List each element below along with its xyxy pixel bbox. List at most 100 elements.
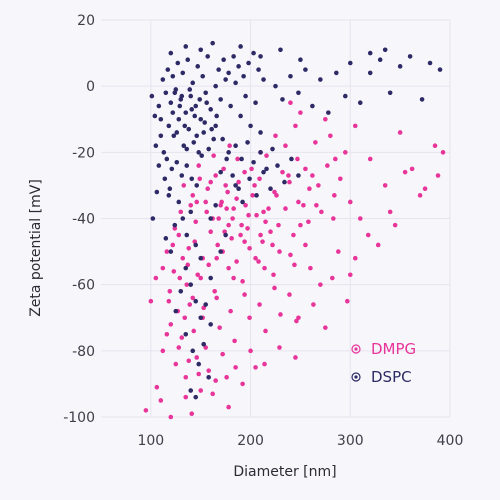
legend-marker-ring xyxy=(351,372,361,382)
data-point xyxy=(308,265,313,271)
data-point xyxy=(257,176,262,182)
data-point xyxy=(301,202,306,208)
data-point xyxy=(180,216,186,221)
data-point xyxy=(236,186,241,192)
data-point xyxy=(263,219,268,225)
data-point xyxy=(209,126,214,132)
data-point xyxy=(206,262,211,268)
data-point xyxy=(248,123,253,129)
data-point xyxy=(417,193,423,198)
data-point xyxy=(242,169,247,175)
data-point xyxy=(206,368,211,373)
data-point xyxy=(245,140,250,145)
data-point xyxy=(258,54,263,59)
data-point xyxy=(288,73,293,79)
data-point xyxy=(196,150,202,155)
data-point xyxy=(205,186,210,192)
data-point xyxy=(432,143,438,149)
data-point xyxy=(262,361,267,367)
data-point xyxy=(352,123,358,129)
legend-label: DSPC xyxy=(371,368,412,386)
data-point xyxy=(172,90,178,96)
data-point xyxy=(240,279,245,284)
data-point xyxy=(264,166,269,172)
data-point xyxy=(178,288,184,294)
data-point xyxy=(156,163,162,168)
data-point xyxy=(220,351,225,357)
data-point xyxy=(228,308,233,314)
data-point xyxy=(205,54,210,59)
data-point xyxy=(197,176,203,182)
data-point xyxy=(186,126,192,132)
data-point xyxy=(208,229,213,235)
data-point xyxy=(275,163,280,168)
data-point xyxy=(218,169,223,175)
data-point xyxy=(180,255,186,261)
data-point xyxy=(226,222,231,228)
legend-marker-dot xyxy=(354,347,358,351)
data-point xyxy=(249,166,254,172)
data-point xyxy=(177,275,183,281)
data-point xyxy=(293,355,298,360)
legend-marker-ring xyxy=(351,344,361,354)
data-point xyxy=(167,186,173,192)
data-point xyxy=(234,259,239,264)
data-point xyxy=(179,335,185,340)
data-point xyxy=(171,269,177,274)
data-point xyxy=(161,150,167,155)
data-point xyxy=(229,236,234,241)
data-point xyxy=(409,166,415,172)
data-point xyxy=(201,130,207,135)
data-point xyxy=(397,64,403,69)
data-point xyxy=(193,219,199,225)
data-point xyxy=(203,345,208,350)
data-point xyxy=(288,100,293,106)
data-point xyxy=(150,216,156,221)
data-point xyxy=(352,255,358,261)
data-point xyxy=(214,295,219,301)
data-point xyxy=(268,186,273,192)
data-point xyxy=(181,183,187,188)
data-point xyxy=(212,288,217,294)
data-point xyxy=(243,93,248,99)
data-point xyxy=(164,156,170,162)
data-point xyxy=(247,176,252,182)
data-point xyxy=(323,116,328,122)
data-point xyxy=(196,371,202,377)
data-point xyxy=(328,133,333,139)
data-point xyxy=(296,199,301,205)
data-point xyxy=(213,378,218,383)
data-point xyxy=(251,159,256,165)
data-point xyxy=(189,176,195,182)
data-point xyxy=(260,239,265,244)
data-point xyxy=(272,189,277,195)
data-point xyxy=(213,123,218,129)
data-point xyxy=(158,116,164,122)
data-point xyxy=(186,358,192,364)
data-point xyxy=(245,226,250,231)
data-point xyxy=(203,199,208,205)
data-point xyxy=(230,173,235,178)
data-point xyxy=(183,44,189,49)
data-point xyxy=(204,209,209,215)
data-point xyxy=(208,107,213,112)
data-point xyxy=(208,216,213,221)
data-point xyxy=(326,110,331,115)
data-point xyxy=(198,255,204,261)
data-point xyxy=(303,242,308,248)
data-point xyxy=(220,136,225,142)
data-point xyxy=(210,40,215,46)
data-point xyxy=(235,156,240,162)
data-point xyxy=(176,345,182,350)
data-point xyxy=(223,232,228,238)
data-point xyxy=(246,212,251,218)
data-point xyxy=(224,156,229,162)
data-point xyxy=(194,133,200,139)
data-point xyxy=(377,57,383,62)
series-dmpg xyxy=(143,100,446,420)
data-point xyxy=(217,325,222,330)
data-point xyxy=(194,199,200,205)
